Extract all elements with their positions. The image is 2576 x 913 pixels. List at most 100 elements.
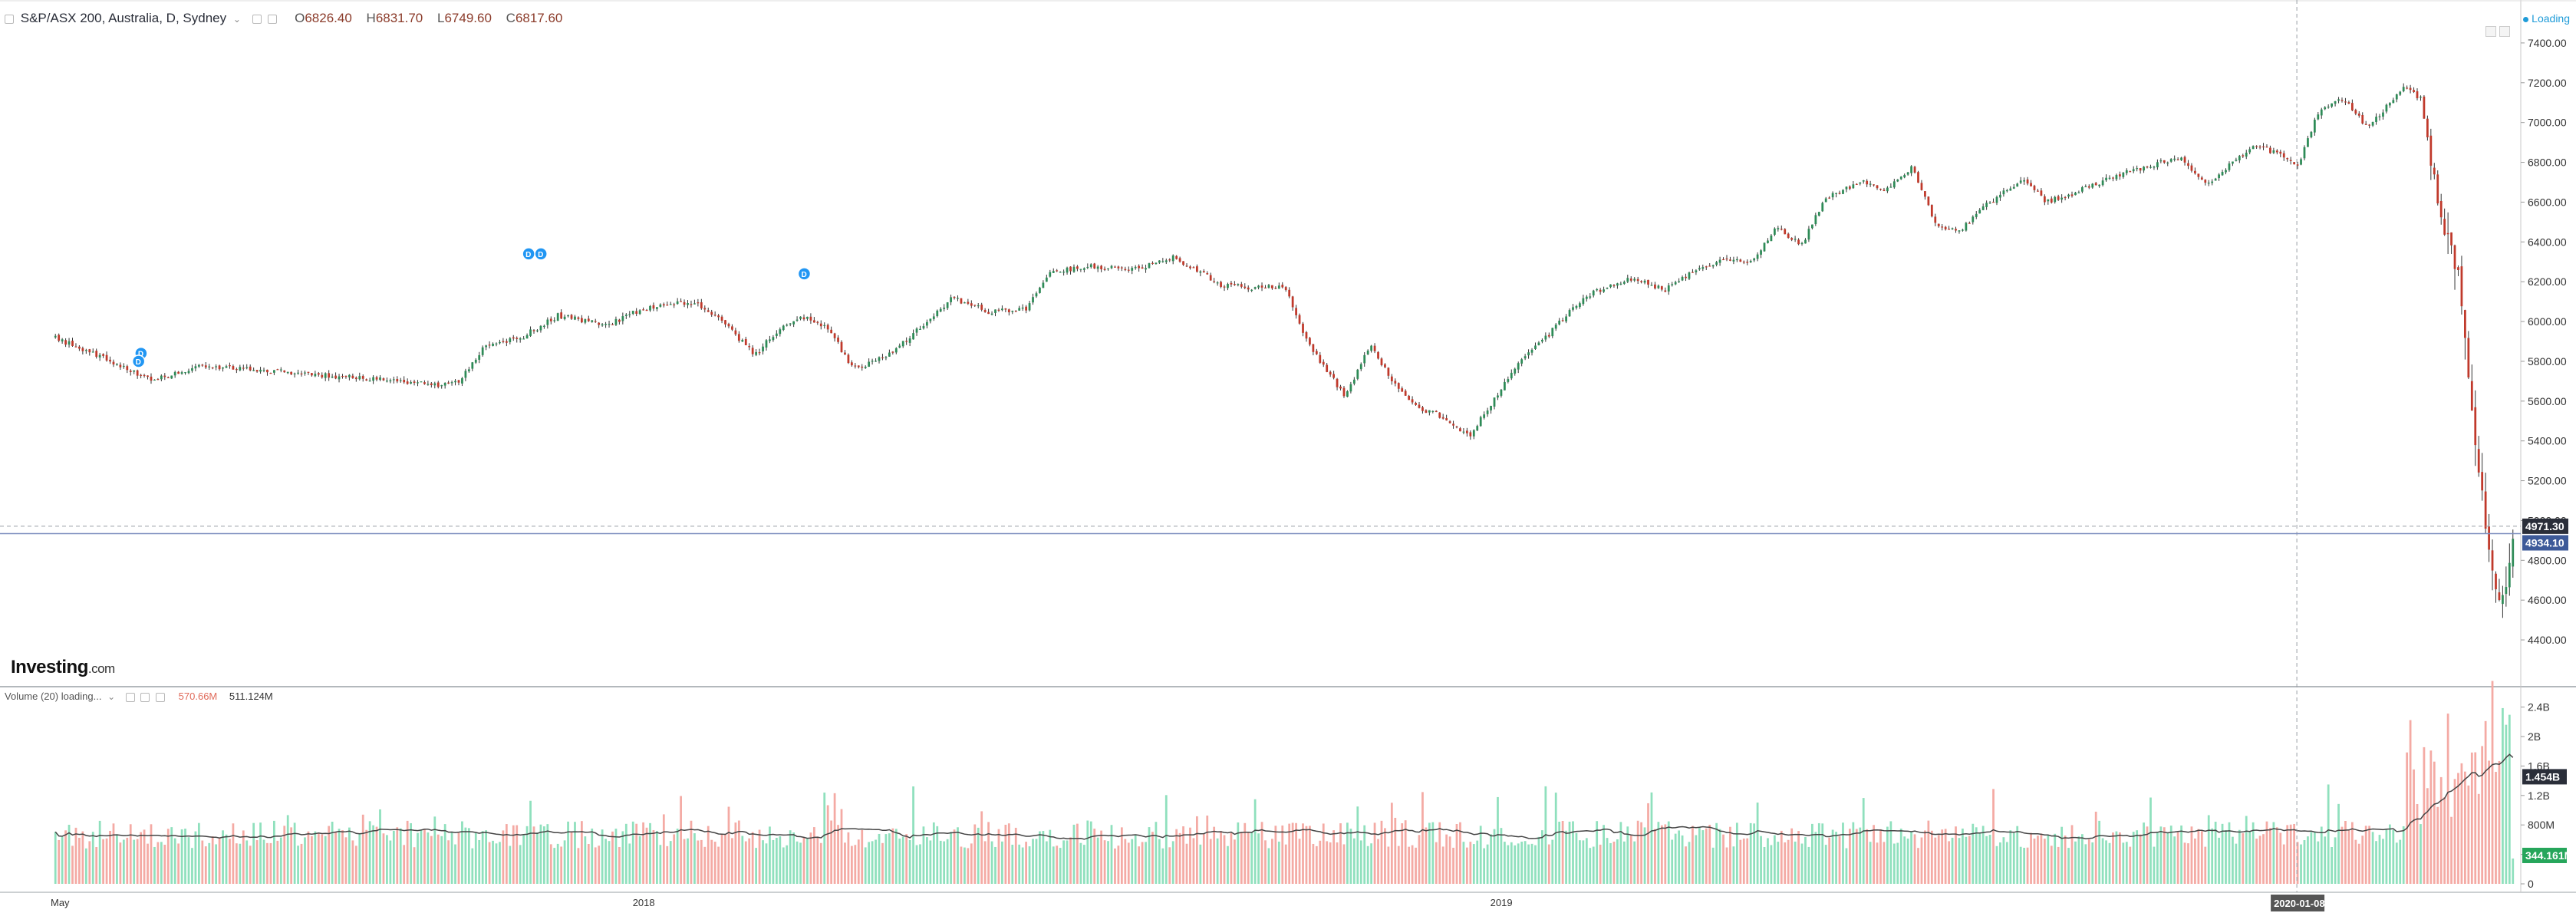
volume-remove-icon[interactable] bbox=[156, 692, 166, 702]
volume-bar bbox=[638, 836, 641, 884]
volume-bar bbox=[1363, 825, 1366, 884]
candle-body bbox=[574, 316, 576, 320]
candle-body bbox=[1899, 176, 1902, 180]
candle-body bbox=[2180, 157, 2182, 160]
candle-body bbox=[2238, 156, 2241, 161]
candle-body bbox=[1093, 263, 1096, 269]
candle-body bbox=[194, 366, 197, 369]
volume-bar bbox=[1049, 829, 1052, 884]
volume-bar bbox=[481, 831, 484, 884]
volume-title[interactable]: Volume (20) loading... bbox=[5, 691, 102, 702]
chevron-down-icon[interactable]: ⌄ bbox=[232, 14, 241, 25]
candle-body bbox=[700, 302, 703, 308]
candle-body bbox=[1572, 307, 1574, 310]
collapse-icon[interactable] bbox=[5, 14, 14, 24]
candle-body bbox=[143, 374, 146, 377]
volume-bar bbox=[2399, 839, 2402, 884]
volume-bar bbox=[1021, 847, 1024, 884]
candle-body bbox=[1852, 184, 1855, 189]
dividend-marker-icon bbox=[534, 247, 548, 261]
candle-body bbox=[2303, 147, 2306, 159]
volume-bar bbox=[922, 826, 925, 884]
volume-bar bbox=[2214, 822, 2217, 884]
settings-icon[interactable] bbox=[252, 14, 262, 24]
candle-body bbox=[2115, 175, 2118, 180]
volume-bar bbox=[1616, 839, 1619, 884]
volume-bar bbox=[1787, 839, 1790, 884]
candle-body bbox=[1763, 242, 1766, 252]
volume-bar bbox=[1028, 846, 1031, 884]
candle-body bbox=[1086, 266, 1089, 269]
candle-body bbox=[1715, 262, 1718, 265]
volume-bar bbox=[724, 834, 726, 884]
volume-bar bbox=[334, 831, 337, 884]
candle-body bbox=[731, 326, 733, 330]
scroll-left-icon[interactable] bbox=[2485, 26, 2496, 37]
candle-body bbox=[1182, 261, 1184, 265]
candle-body bbox=[1749, 260, 1752, 262]
volume-bar bbox=[1657, 822, 1660, 884]
volume-bar bbox=[396, 827, 399, 884]
candle-body bbox=[1654, 284, 1656, 288]
volume-bar bbox=[1138, 846, 1141, 884]
candle-body bbox=[1253, 287, 1257, 289]
candle-body bbox=[1069, 266, 1072, 272]
candle-body bbox=[1056, 270, 1059, 272]
volume-bar bbox=[628, 843, 631, 884]
volume-bar bbox=[2334, 837, 2337, 884]
candle-body bbox=[1671, 284, 1674, 285]
hide-icon[interactable] bbox=[268, 14, 278, 24]
candle-body bbox=[2122, 172, 2125, 177]
volume-bar bbox=[1302, 823, 1304, 884]
candle-body bbox=[922, 326, 925, 329]
volume-bar bbox=[1127, 842, 1130, 884]
volume-hide-icon[interactable] bbox=[140, 692, 150, 702]
volume-bar bbox=[905, 834, 908, 884]
close-label: C bbox=[506, 11, 516, 25]
volume-bar bbox=[2443, 797, 2446, 884]
volume-bar bbox=[1537, 836, 1540, 884]
candle-body bbox=[1941, 226, 1944, 228]
symbol-title[interactable]: S&P/ASX 200, Australia, D, Sydney bbox=[20, 11, 227, 25]
volume-bar bbox=[574, 822, 576, 884]
volume-bar bbox=[1435, 842, 1438, 884]
candle-body bbox=[1537, 342, 1540, 345]
candle-body bbox=[1089, 264, 1092, 268]
candle-body bbox=[1722, 259, 1724, 261]
volume-bar bbox=[2040, 833, 2043, 884]
volume-bar bbox=[1722, 834, 1724, 884]
candle-body bbox=[2488, 526, 2490, 550]
volume-bar bbox=[1879, 829, 1882, 884]
price-tick-label: 5800.00 bbox=[2528, 355, 2567, 368]
last-price-label: 4971.30 bbox=[2525, 520, 2564, 532]
candle-body bbox=[755, 351, 757, 355]
volume-bar bbox=[1472, 844, 1475, 884]
candle-body bbox=[2245, 153, 2248, 157]
volume-settings-icon[interactable] bbox=[125, 692, 135, 702]
candle-body bbox=[833, 333, 836, 338]
volume-bar bbox=[2218, 837, 2220, 884]
candle-body bbox=[1640, 281, 1642, 282]
candle-body bbox=[1421, 407, 1424, 411]
volume-bar bbox=[635, 823, 638, 884]
volume-bar bbox=[809, 832, 812, 884]
candle-body bbox=[1866, 180, 1869, 185]
chevron-down-icon[interactable]: ⌄ bbox=[107, 691, 116, 702]
candle-body bbox=[608, 324, 611, 325]
candle-body bbox=[1120, 267, 1123, 269]
candle-body bbox=[1326, 364, 1329, 372]
candle-body bbox=[1626, 278, 1629, 282]
candle-body bbox=[997, 309, 1000, 311]
candle-body bbox=[1039, 287, 1041, 293]
volume-bar bbox=[2331, 846, 2334, 884]
volume-bar bbox=[669, 841, 672, 884]
volume-bar bbox=[1763, 847, 1766, 884]
candle-body bbox=[1425, 410, 1428, 413]
candle-body bbox=[1681, 276, 1684, 281]
scroll-right-icon[interactable] bbox=[2499, 26, 2510, 37]
volume-bar bbox=[2084, 844, 2087, 884]
candle-body bbox=[649, 305, 651, 311]
candle-body bbox=[2009, 188, 2012, 191]
volume-bar bbox=[290, 827, 293, 884]
